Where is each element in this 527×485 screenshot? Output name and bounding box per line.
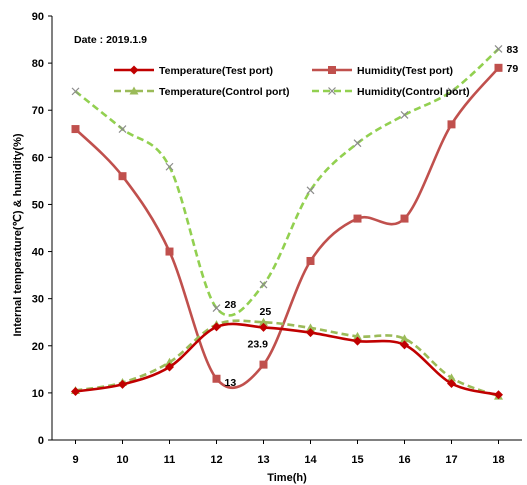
series-3 bbox=[71, 45, 503, 317]
data-point bbox=[400, 214, 409, 223]
data-point bbox=[165, 247, 174, 256]
y-tick-label: 80 bbox=[32, 58, 44, 70]
legend-item: Temperature(Test port) bbox=[114, 65, 273, 77]
data-point bbox=[353, 336, 362, 346]
data-point bbox=[306, 328, 315, 338]
legend-marker bbox=[328, 87, 336, 95]
x-tick-label: 14 bbox=[304, 454, 317, 466]
y-axis-title: Internal temperature(℃) & humidity(%) bbox=[12, 133, 24, 336]
data-point bbox=[353, 331, 362, 340]
legend-item: Temperature(Control port) bbox=[114, 86, 289, 98]
x-tick-label: 18 bbox=[492, 454, 504, 466]
data-point bbox=[400, 111, 409, 119]
data-point bbox=[494, 45, 503, 53]
legend-label: Humidity(Test port) bbox=[357, 65, 453, 77]
data-point bbox=[118, 125, 127, 133]
data-point bbox=[306, 323, 315, 332]
legend-label: Humidity(Control port) bbox=[357, 86, 470, 98]
data-point bbox=[212, 374, 221, 383]
series-0 bbox=[71, 322, 503, 400]
series-1 bbox=[71, 63, 503, 390]
y-tick-label: 30 bbox=[32, 294, 44, 306]
data-point bbox=[71, 386, 80, 396]
series-line bbox=[75, 322, 499, 397]
y-tick-label: 50 bbox=[32, 199, 44, 211]
x-tick-label: 15 bbox=[351, 454, 363, 466]
series-line bbox=[74, 66, 500, 390]
data-point bbox=[212, 322, 221, 332]
data-label: 13 bbox=[225, 377, 237, 389]
data-point bbox=[306, 186, 315, 195]
x-tick-label: 10 bbox=[116, 454, 128, 466]
data-point bbox=[494, 390, 503, 400]
x-tick-label: 9 bbox=[72, 454, 78, 466]
y-tick-label: 70 bbox=[32, 105, 44, 117]
data-point bbox=[165, 357, 174, 366]
legend-marker bbox=[129, 65, 139, 75]
date-label: Date : 2019.1.9 bbox=[74, 34, 147, 46]
x-tick-label: 12 bbox=[210, 454, 222, 466]
x-axis-ticks: 9 10 11 12 13 14 15 16 17 18 bbox=[72, 440, 505, 466]
data-point bbox=[165, 362, 174, 372]
data-point bbox=[259, 317, 268, 326]
y-tick-label: 60 bbox=[32, 152, 44, 164]
y-tick-label: 0 bbox=[38, 435, 44, 447]
x-tick-label: 11 bbox=[164, 454, 176, 466]
data-point bbox=[494, 63, 503, 72]
x-tick-label: 13 bbox=[257, 454, 269, 466]
legend-marker bbox=[328, 66, 336, 74]
y-tick-label: 20 bbox=[32, 341, 44, 353]
data-label: 23.9 bbox=[248, 338, 269, 350]
data-point bbox=[306, 256, 315, 265]
legend-marker bbox=[129, 86, 139, 95]
legend: Temperature(Test port) Humidity(Test port… bbox=[114, 65, 470, 98]
legend-label: Temperature(Test port) bbox=[159, 65, 273, 77]
y-tick-label: 40 bbox=[32, 247, 44, 259]
data-point bbox=[212, 304, 221, 313]
data-point bbox=[71, 125, 80, 134]
y-tick-label: 10 bbox=[32, 388, 44, 400]
data-point bbox=[259, 322, 268, 332]
data-point bbox=[259, 280, 268, 289]
data-label: 28 bbox=[225, 299, 237, 311]
data-point bbox=[353, 139, 362, 148]
data-point bbox=[118, 172, 127, 181]
data-point bbox=[165, 162, 174, 171]
y-axis-ticks: 0 10 20 30 40 50 60 70 80 90 bbox=[32, 11, 52, 447]
x-tick-label: 16 bbox=[398, 454, 410, 466]
data-label: 25 bbox=[260, 306, 272, 318]
data-point bbox=[447, 120, 456, 129]
legend-label: Temperature(Control port) bbox=[159, 86, 289, 98]
data-point bbox=[447, 378, 456, 388]
data-point bbox=[400, 334, 409, 343]
data-point bbox=[118, 379, 127, 389]
data-label: 83 bbox=[507, 44, 519, 56]
x-tick-label: 17 bbox=[445, 454, 457, 466]
data-point bbox=[447, 87, 456, 96]
x-axis-title: Time(h) bbox=[267, 472, 307, 484]
series-line bbox=[75, 319, 499, 398]
data-point bbox=[259, 360, 268, 369]
data-label: 79 bbox=[507, 63, 519, 75]
y-tick-label: 90 bbox=[32, 11, 44, 23]
data-point bbox=[400, 340, 409, 350]
series-line bbox=[74, 48, 500, 317]
legend-item: Humidity(Test port) bbox=[312, 65, 453, 77]
plot-area bbox=[51, 16, 522, 441]
legend-item: Humidity(Control port) bbox=[312, 86, 470, 98]
annotation-layer: 83 79 28 25 23.9 13 bbox=[225, 44, 519, 389]
data-point bbox=[447, 373, 456, 382]
data-point bbox=[71, 87, 80, 96]
series-layer bbox=[71, 45, 503, 400]
data-point bbox=[353, 214, 362, 223]
